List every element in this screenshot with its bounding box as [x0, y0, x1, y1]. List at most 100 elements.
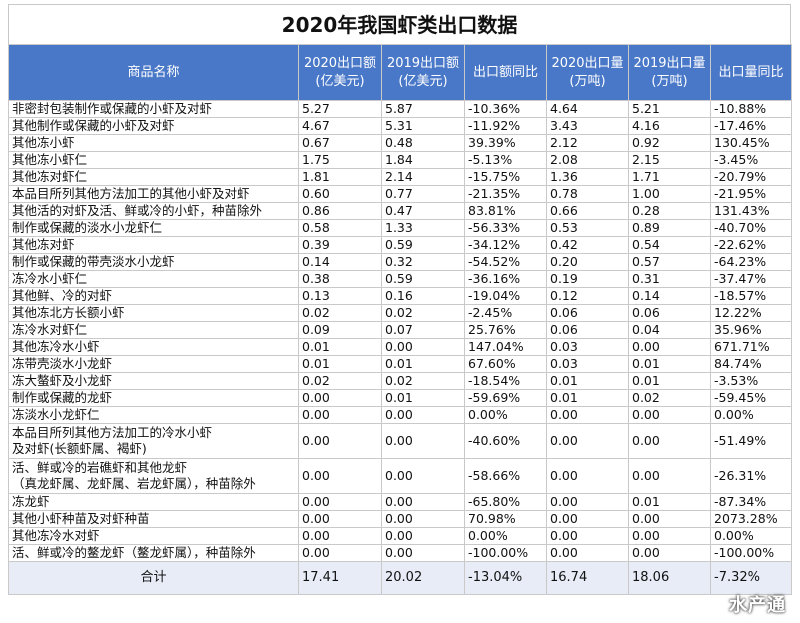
table-row: 冻冷水小虾仁 0.38 0.59 -36.16% 0.19 0.31 -37.47% [8, 270, 792, 288]
cell-product-name: 活、鲜或冷的岩礁虾和其他龙虾 （真龙虾属、龙虾属、岩龙虾属），种苗除外 [8, 458, 299, 494]
cell-quantity-yoy: -3.53% [710, 372, 792, 390]
cell-value-2019: 0.47 [381, 202, 465, 220]
cell-quantity-yoy: -59.45% [710, 389, 792, 407]
cell-value-2020: 0.38 [298, 270, 382, 288]
cell-quantity-2019: 0.57 [628, 253, 711, 271]
total-value-2019: 20.02 [381, 561, 465, 595]
product-name-line: 冻带壳淡水小龙虾 [12, 356, 113, 372]
product-name-line: 非密封包装制作或保藏的小虾及对虾 [12, 101, 213, 117]
cell-quantity-yoy: -22.62% [710, 236, 792, 254]
cell-value-2019: 0.32 [381, 253, 465, 271]
cell-value-yoy: 147.04% [464, 338, 547, 356]
cell-product-name: 制作或保藏的淡水小龙虾仁 [8, 219, 299, 237]
cell-value-2019: 0.00 [381, 458, 465, 494]
table-row: 本品目所列其他方法加工的其他小虾及对虾 0.60 0.77 -21.35% 0.78 1.… [8, 185, 792, 203]
watermark-logo: 水产通 [729, 595, 786, 616]
table-title: 2020年我国虾类出口数据 [8, 4, 791, 44]
cell-value-2020: 0.00 [298, 406, 382, 424]
header-quantity-2020: 2020出口量 (万吨) [546, 44, 629, 101]
cell-value-yoy: -21.35% [464, 185, 547, 203]
cell-value-2020: 0.01 [298, 355, 382, 373]
cell-quantity-2019: 0.92 [628, 134, 711, 152]
cell-quantity-2019: 0.06 [628, 304, 711, 322]
cell-product-name: 冻龙虾 [8, 493, 299, 511]
product-name-line: 其他冻小虾仁 [12, 152, 88, 168]
cell-product-name: 冻带壳淡水小龙虾 [8, 355, 299, 373]
cell-product-name: 其他制作或保藏的小虾及对虾 [8, 117, 299, 135]
cell-quantity-2020: 0.01 [546, 372, 629, 390]
cell-value-yoy: -19.04% [464, 287, 547, 305]
cell-quantity-yoy: 130.45% [710, 134, 792, 152]
cell-quantity-yoy: 131.43% [710, 202, 792, 220]
cell-quantity-yoy: -37.47% [710, 270, 792, 288]
product-name-line: 冻冷水小虾仁 [12, 271, 88, 287]
cell-value-2019: 2.14 [381, 168, 465, 186]
cell-product-name: 冻冷水小虾仁 [8, 270, 299, 288]
table-row: 非密封包装制作或保藏的小虾及对虾 5.27 5.87 -10.36% 4.64 5.21-… [8, 100, 792, 118]
cell-value-yoy: 25.76% [464, 321, 547, 339]
cell-product-name: 其他冻北方长额小虾 [8, 304, 299, 322]
product-name-line: 制作或保藏的淡水小龙虾仁 [12, 220, 163, 236]
cell-product-name: 其他冻冷水对虾 [8, 527, 299, 545]
cell-product-name: 制作或保藏的龙虾 [8, 389, 299, 407]
cell-value-yoy: -65.80% [464, 493, 547, 511]
cell-product-name: 其他冻对虾 [8, 236, 299, 254]
cell-value-2019: 0.48 [381, 134, 465, 152]
header-row: 商品名称 2020出口额 (亿美元) 2019出口额 (亿美元) 出口额同比 202… [8, 44, 792, 101]
product-name-line: 其他冻对虾仁 [12, 169, 88, 185]
cell-quantity-2020: 0.66 [546, 202, 629, 220]
table-row: 其他制作或保藏的小虾及对虾 4.67 5.31 -11.92% 3.43 4.16 -17.… [8, 117, 792, 135]
table-row: 其他冻北方长额小虾 0.02 0.02 -2.45% 0.06 0.06 12.22% [8, 304, 792, 322]
cell-product-name: 其他活的对虾及活、鲜或冷的小虾，种苗除外 [8, 202, 299, 220]
table-row: 制作或保藏的淡水小龙虾仁 0.58 1.33 -56.33% 0.53 0.89 -40.7… [8, 219, 792, 237]
table-row: 制作或保藏的龙虾 0.00 0.01 -59.69% 0.01 0.02 -59.45% [8, 389, 792, 407]
total-row: 合计 17.41 20.02 -13.04% 16.74 18.06 -7.32… [8, 561, 792, 595]
product-name-line: 其他冻对虾 [12, 237, 75, 253]
cell-quantity-2019: 5.21 [628, 100, 711, 118]
cell-value-2020: 0.58 [298, 219, 382, 237]
cell-value-2019: 0.07 [381, 321, 465, 339]
cell-value-2020: 0.86 [298, 202, 382, 220]
product-name-line: 其他冻小虾 [12, 135, 75, 151]
cell-quantity-yoy: -18.57% [710, 287, 792, 305]
cell-quantity-2019: 0.54 [628, 236, 711, 254]
cell-value-2020: 0.39 [298, 236, 382, 254]
header-value-2019-line1: 2019出口额 [386, 55, 460, 71]
cell-product-name: 本品目所列其他方法加工的冷水小虾 及对虾(长额虾属、褐虾) [8, 423, 299, 459]
product-name-line: 其他小虾种苗及对虾种苗 [12, 511, 150, 527]
cell-value-yoy: -11.92% [464, 117, 547, 135]
cell-quantity-2019: 1.71 [628, 168, 711, 186]
cell-value-2019: 0.00 [381, 493, 465, 511]
cell-value-2019: 0.02 [381, 372, 465, 390]
cell-product-name: 冻淡水小龙虾仁 [8, 406, 299, 424]
cell-quantity-2019: 0.31 [628, 270, 711, 288]
total-label: 合计 [8, 561, 299, 595]
cell-quantity-2019: 2.15 [628, 151, 711, 169]
product-name-line: 其他活的对虾及活、鲜或冷的小虾，种苗除外 [12, 203, 263, 219]
cell-value-yoy: -54.52% [464, 253, 547, 271]
cell-value-yoy: -56.33% [464, 219, 547, 237]
cell-quantity-yoy: -26.31% [710, 458, 792, 494]
cell-quantity-2020: 0.20 [546, 253, 629, 271]
table-row: 其他冻小虾 0.67 0.48 39.39% 2.12 0.92 130.45% [8, 134, 792, 152]
cell-value-2020: 0.02 [298, 372, 382, 390]
cell-quantity-2019: 0.00 [628, 510, 711, 528]
cell-value-yoy: -10.36% [464, 100, 547, 118]
cell-quantity-2020: 2.08 [546, 151, 629, 169]
cell-value-2019: 1.84 [381, 151, 465, 169]
cell-quantity-2019: 0.04 [628, 321, 711, 339]
table-row: 活、鲜或冷的岩礁虾和其他龙虾 （真龙虾属、龙虾属、岩龙虾属），种苗除外 0.00 0.… [8, 458, 792, 494]
product-name-line: 冻冷水对虾仁 [12, 322, 88, 338]
table-row: 制作或保藏的带壳淡水小龙虾 0.14 0.32 -54.52% 0.20 0.57 -64.… [8, 253, 792, 271]
total-quantity-2020: 16.74 [546, 561, 629, 595]
cell-product-name: 活、鲜或冷的鳌龙虾（鳌龙虾属），种苗除外 [8, 544, 299, 562]
cell-value-2020: 0.60 [298, 185, 382, 203]
table-row: 其他冻对虾仁 1.81 2.14 -15.75% 1.36 1.71 -20.79% [8, 168, 792, 186]
cell-product-name: 制作或保藏的带壳淡水小龙虾 [8, 253, 299, 271]
cell-value-2019: 1.33 [381, 219, 465, 237]
header-value-2019-line2: (亿美元) [398, 73, 448, 89]
header-value-yoy: 出口额同比 [464, 44, 547, 101]
cell-value-yoy: 0.00% [464, 527, 547, 545]
cell-quantity-2020: 0.03 [546, 338, 629, 356]
cell-quantity-yoy: 2073.28% [710, 510, 792, 528]
